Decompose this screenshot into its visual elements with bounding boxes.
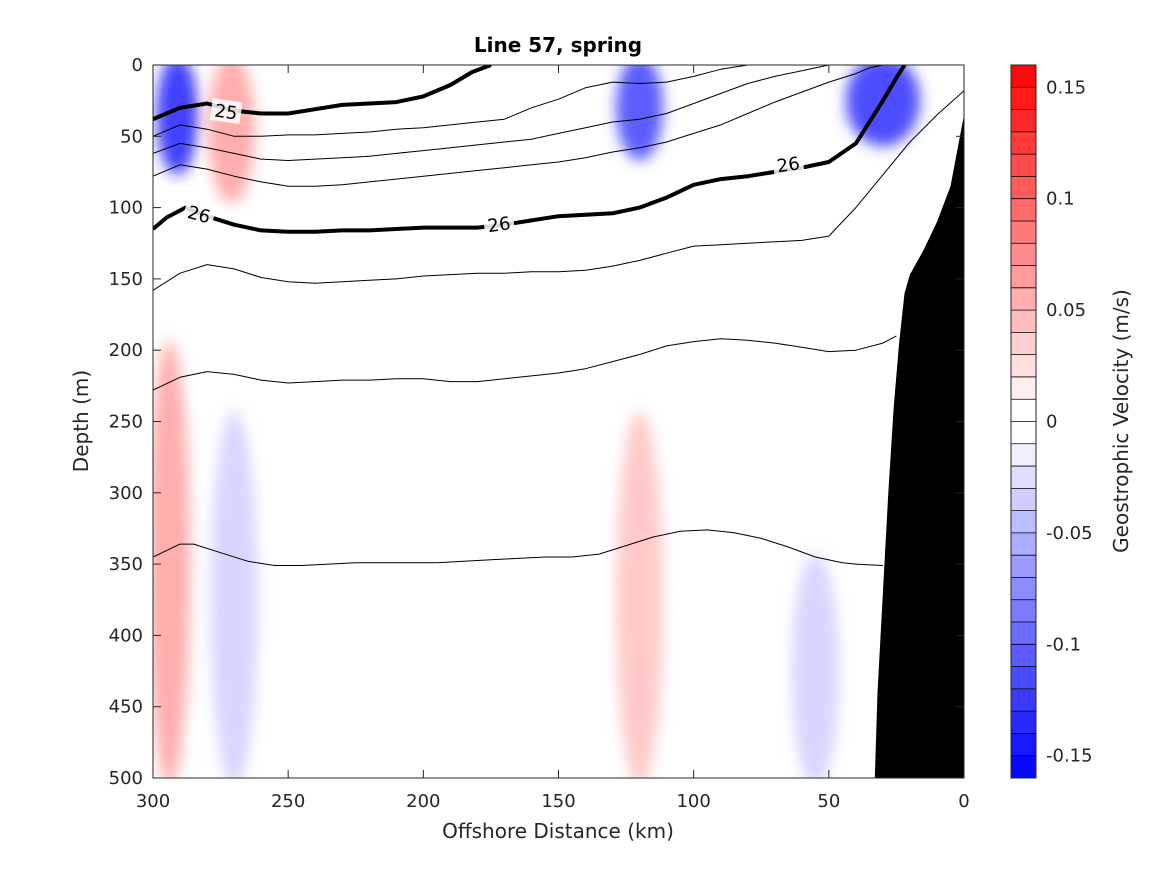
y-tick-label: 500	[109, 768, 143, 789]
colorbar-swatch	[1011, 532, 1036, 556]
colorbar-swatch	[1011, 354, 1036, 378]
velocity-patch	[616, 65, 664, 161]
density-contour	[153, 529, 883, 566]
colorbar-tick-label: -0.15	[1046, 746, 1093, 767]
colorbar-swatch	[1011, 466, 1036, 489]
colorbar-swatch	[1011, 688, 1036, 712]
colorbar-frame	[1010, 64, 1037, 779]
colorbar-swatch	[1011, 287, 1036, 311]
contour-label-bg	[771, 150, 805, 177]
colorbar-swatch	[1011, 265, 1036, 289]
x-tick-label: 200	[406, 791, 440, 812]
colorbar-swatch	[1011, 198, 1036, 222]
density-contour	[153, 335, 897, 391]
density-contour	[153, 65, 884, 187]
colorbar-swatch	[1011, 109, 1036, 133]
colorbar-tick-label: 0.05	[1046, 300, 1086, 321]
contour-label: 26	[776, 153, 802, 177]
y-tick-label: 0	[132, 55, 143, 76]
velocity-field	[153, 65, 920, 778]
contour-label: 25	[213, 101, 239, 125]
x-tick-label: 50	[817, 791, 840, 812]
colorbar-swatch	[1011, 421, 1036, 445]
x-tick-label: 250	[271, 791, 305, 812]
colorbar-swatch	[1011, 332, 1036, 355]
plot-background	[153, 65, 964, 778]
colorbar-tick-label: 0	[1046, 412, 1057, 433]
colorbar-swatch	[1011, 599, 1036, 623]
density-contour	[153, 65, 856, 161]
colorbar-tick-label: 0.15	[1046, 77, 1086, 98]
colorbar-swatch	[1011, 154, 1036, 177]
colorbar-tick-label: 0.1	[1046, 189, 1075, 210]
y-tick-label: 200	[109, 340, 143, 361]
x-axis-label: Offshore Distance (km)	[442, 819, 674, 843]
colorbar-swatch	[1011, 733, 1036, 757]
density-contour	[153, 65, 829, 137]
contour-label-bg	[482, 210, 516, 237]
colorbar-swatch	[1011, 510, 1036, 534]
density-contour-bold	[153, 65, 492, 122]
y-axis: 0 50 100 150 200 250 300 350 400 450 500	[109, 55, 964, 789]
colorbar-swatch	[1011, 65, 1036, 88]
y-tick-label: 50	[120, 126, 143, 147]
colorbar-swatch	[1011, 87, 1036, 110]
velocity-patch	[153, 340, 191, 778]
y-axis-label: Depth (m)	[69, 370, 93, 472]
velocity-patch	[845, 65, 920, 147]
y-tick-label: 150	[109, 269, 143, 290]
colorbar-swatch	[1011, 443, 1036, 467]
x-tick-label: 150	[541, 791, 575, 812]
colorbar-tick-label: -0.1	[1046, 634, 1081, 655]
x-tick-label: 0	[958, 791, 969, 812]
velocity-patch	[210, 411, 258, 778]
colorbar-swatch	[1011, 622, 1036, 645]
velocity-patch	[616, 411, 664, 778]
colorbar-swatch	[1011, 577, 1036, 601]
colorbar-swatch	[1011, 243, 1036, 266]
y-tick-label: 250	[109, 412, 143, 433]
colorbar-swatch	[1011, 666, 1036, 690]
x-tick-label: 100	[676, 791, 710, 812]
y-tick-label: 350	[109, 554, 143, 575]
colorbar-swatch	[1011, 376, 1036, 400]
colorbar-swatch	[1011, 310, 1036, 333]
velocity-patch	[207, 65, 255, 204]
bathymetry-layer	[874, 114, 964, 778]
y-tick-label: 100	[109, 198, 143, 219]
colorbar-swatch	[1011, 220, 1036, 244]
colorbar-swatch	[1011, 488, 1036, 511]
colorbar-swatch	[1011, 644, 1036, 667]
contour-label: 26	[486, 213, 512, 237]
velocity-patch	[791, 554, 839, 778]
colorbar-label: Geostrophic Velocity (m/s)	[1109, 289, 1133, 553]
density-contour	[153, 90, 964, 291]
colorbar-swatch	[1011, 555, 1036, 578]
y-tick-label: 400	[109, 625, 143, 646]
colorbar-swatch	[1011, 755, 1036, 779]
contour-label-bg	[181, 199, 217, 229]
colorbar-swatch	[1011, 131, 1036, 155]
y-tick-label: 450	[109, 697, 143, 718]
colorbar-swatch	[1011, 176, 1036, 199]
chart-title: Line 57, spring	[474, 33, 642, 57]
bathymetry-mask	[874, 114, 964, 778]
colorbar-swatch	[1011, 711, 1036, 734]
x-axis: 300 250 200 150 100 50 0	[136, 65, 970, 812]
colorbar-tick-label: -0.05	[1046, 523, 1093, 544]
contour-label-bg	[209, 98, 243, 125]
y-tick-label: 300	[109, 483, 143, 504]
x-tick-label: 300	[136, 791, 170, 812]
colorbar: 0.15 0.1 0.05 0 -0.05 -0.1 -0.15	[1010, 64, 1093, 779]
colorbar-swatch	[1011, 399, 1036, 422]
velocity-patch	[156, 65, 199, 175]
